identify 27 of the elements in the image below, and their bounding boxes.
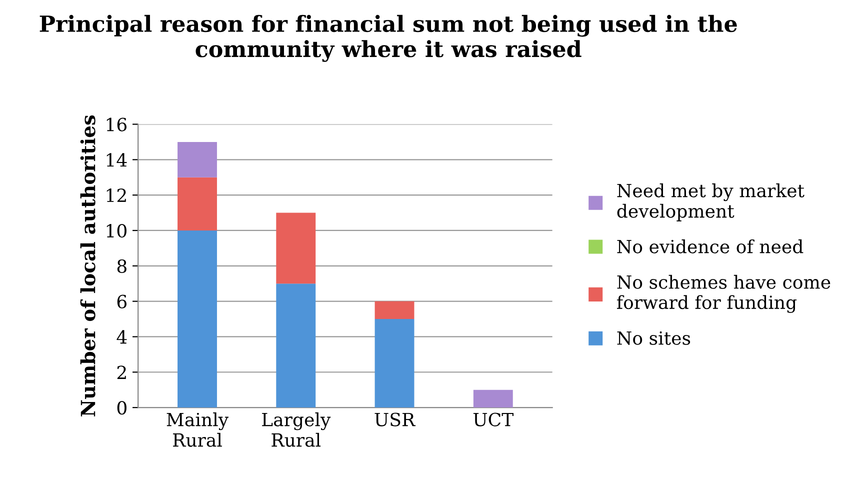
y-tick-label: 0 (117, 401, 126, 415)
bar (276, 284, 316, 408)
y-tick-label: 6 (117, 294, 127, 308)
y-tick-label: 8 (117, 259, 126, 274)
y-tick-label: 16 (106, 118, 127, 132)
bar (374, 301, 414, 320)
bar (374, 319, 414, 408)
x-tick-label: Largely Rural (262, 412, 331, 447)
x-tick-label: UCT (473, 412, 514, 426)
bar (178, 177, 217, 230)
bar (473, 390, 513, 408)
legend-label: Need met by market development (617, 183, 804, 222)
y-tick-label: 14 (106, 153, 127, 167)
legend-label: No schemes have come forward for funding (617, 274, 830, 313)
bar (178, 142, 217, 178)
bar (276, 212, 316, 284)
legend-label: No evidence of need (617, 239, 804, 254)
y-axis-title: Number of local authorities (80, 115, 96, 416)
legend-label: No sites (617, 331, 690, 345)
y-tick-label: 4 (116, 330, 127, 344)
bar (178, 230, 217, 408)
x-tick-label: Mainly Rural (166, 412, 229, 447)
x-tick-label: USR (374, 412, 416, 426)
chart-title: Principal reason for financial sum not being used in the community where it was raised (40, 14, 737, 62)
y-tick-label: 2 (117, 366, 126, 379)
y-tick-label: 10 (106, 224, 126, 238)
y-tick-label: 12 (106, 188, 126, 202)
